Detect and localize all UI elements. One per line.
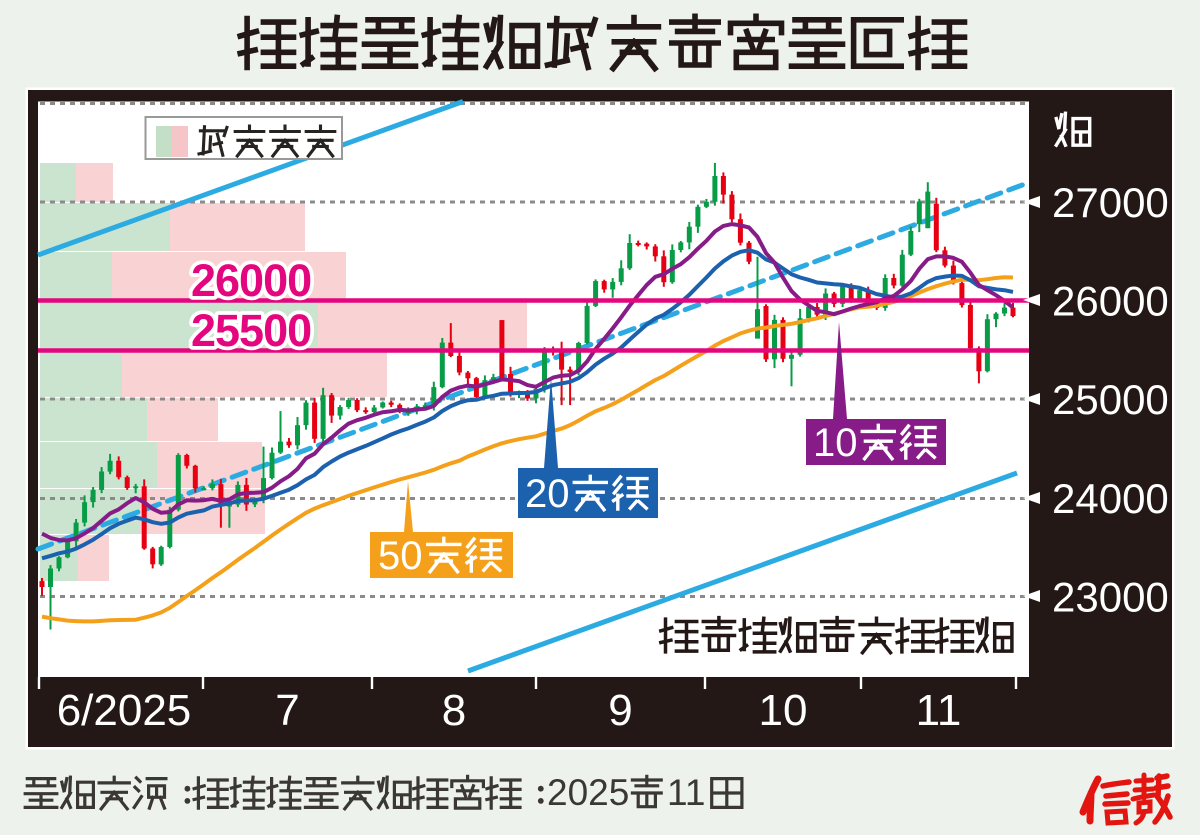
svg-text:11: 11 [916,686,962,735]
svg-text:26000: 26000 [191,255,311,306]
svg-text:9: 9 [608,686,632,735]
svg-text:10: 10 [813,421,858,465]
svg-text:27000: 27000 [1052,179,1169,226]
svg-text:7: 7 [275,686,299,735]
svg-text:20: 20 [525,472,570,516]
svg-text:25000: 25000 [1052,376,1169,423]
svg-text:50: 50 [378,534,423,578]
svg-text:25500: 25500 [191,305,311,356]
svg-text:26000: 26000 [1052,278,1169,325]
svg-text:25500: 25500 [191,305,311,356]
svg-text:23000: 23000 [1052,574,1169,621]
svg-text:8: 8 [442,686,466,735]
svg-text:2025: 2025 [547,772,629,813]
svg-text:11: 11 [667,772,705,813]
svg-text:10: 10 [759,686,808,735]
svg-text:26000: 26000 [191,255,311,306]
svg-text:24000: 24000 [1052,475,1169,522]
svg-text:6/2025: 6/2025 [57,686,192,735]
